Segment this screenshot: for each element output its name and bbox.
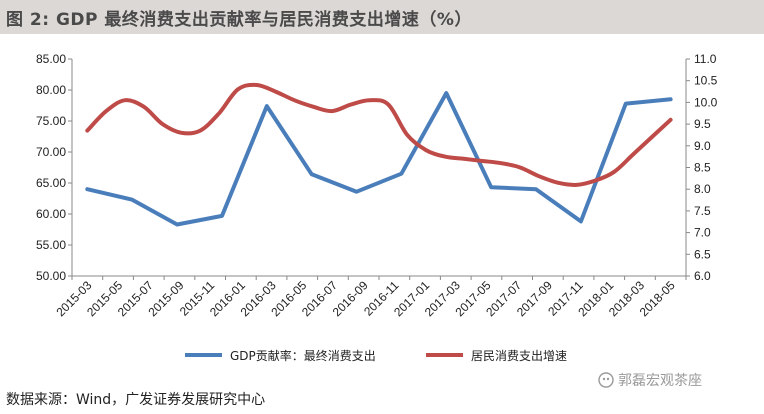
- legend-label-gdp: GDP贡献率：最终消费支出: [230, 348, 376, 363]
- right-tick-label: 11.0: [694, 52, 717, 66]
- right-tick-label: 7.0: [694, 226, 711, 240]
- left-tick-label: 85.00: [36, 52, 66, 66]
- title-bar: 图 2: GDP 最终消费支出贡献率与居民消费支出增速（%）: [0, 0, 764, 34]
- left-tick-label: 55.00: [36, 238, 66, 252]
- right-tick-label: 9.0: [694, 139, 711, 153]
- left-tick-label: 70.00: [36, 145, 66, 159]
- left-tick-label: 80.00: [36, 83, 66, 97]
- source-note: 数据来源：Wind，广发证券发展研究中心: [6, 392, 266, 408]
- right-tick-label: 8.0: [694, 182, 711, 196]
- left-tick-label: 65.00: [36, 176, 66, 190]
- series-layer: [85, 82, 673, 227]
- legend: GDP贡献率：最终消费支出 居民消费支出增速: [185, 348, 567, 363]
- right-tick-label: 6.5: [694, 247, 711, 261]
- right-tick-label: 10.0: [694, 95, 718, 109]
- left-tick-label: 75.00: [36, 114, 66, 128]
- wechat-icon: [598, 372, 614, 388]
- series-line-gdp-contribution: [85, 91, 673, 227]
- right-tick-label: 7.5: [694, 204, 711, 218]
- series-line-consumption-growth: [85, 82, 673, 187]
- left-tick-label: 60.00: [36, 207, 66, 221]
- right-tick-label: 10.5: [694, 74, 718, 88]
- left-tick-label: 50.00: [36, 269, 66, 283]
- right-tick-label: 9.5: [694, 117, 711, 131]
- chart-title: 图 2: GDP 最终消费支出贡献率与居民消费支出增速（%）: [6, 10, 472, 30]
- legend-label-consumption: 居民消费支出增速: [471, 349, 567, 363]
- watermark-text: 郭磊宏观茶座: [618, 373, 702, 389]
- right-tick-label: 6.0: [694, 269, 711, 283]
- watermark: 郭磊宏观茶座: [598, 370, 702, 390]
- right-tick-label: 8.5: [694, 161, 711, 175]
